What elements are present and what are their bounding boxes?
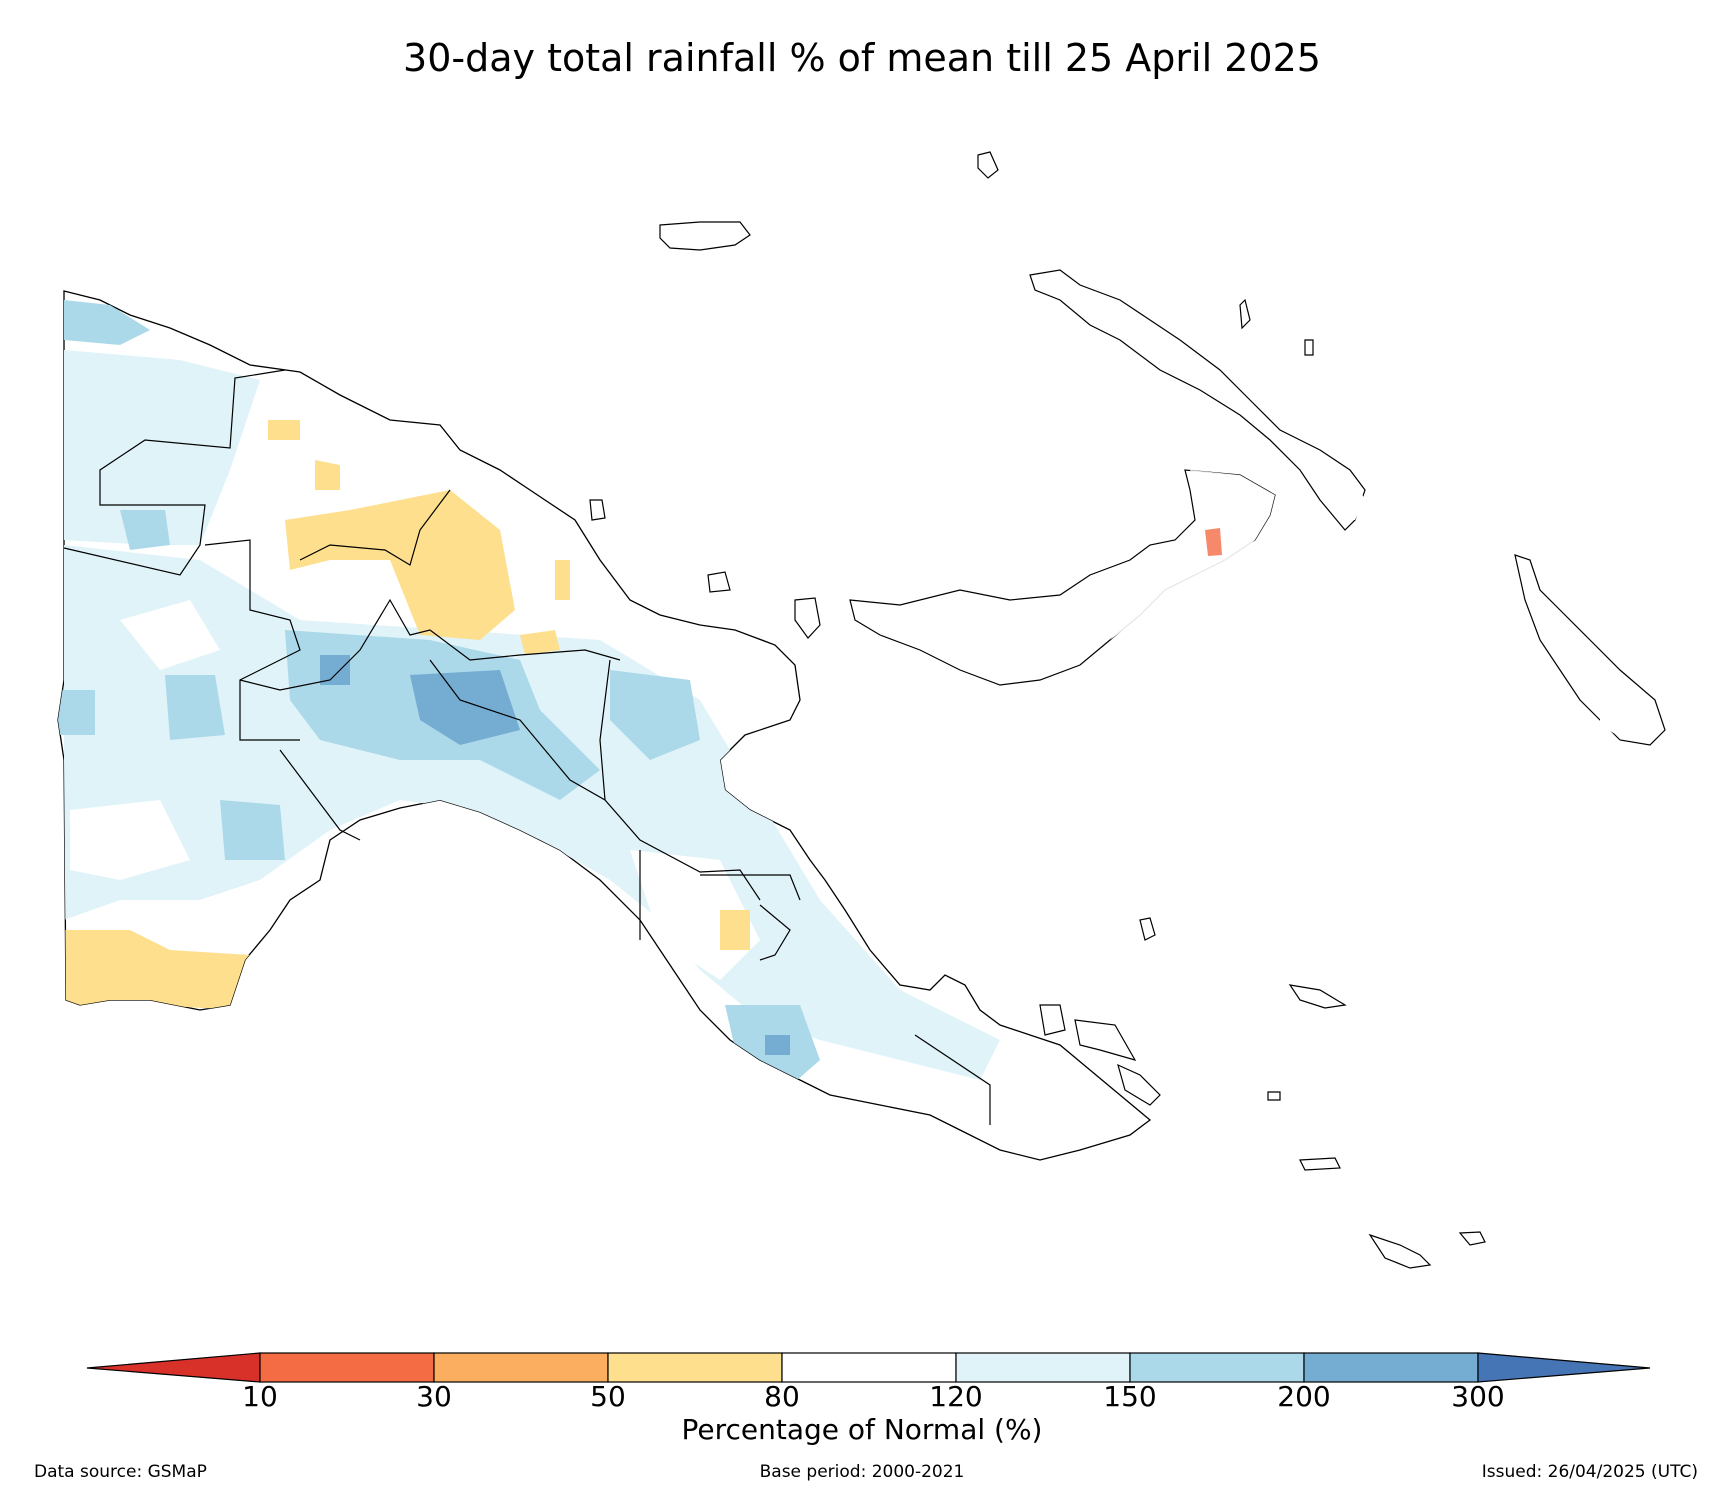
- base-period-note: Base period: 2000-2021: [759, 1462, 965, 1482]
- rainfall-patches: [58, 300, 1000, 1095]
- colorbar-tick-120: 120: [929, 1380, 983, 1413]
- bougainville: [1514, 554, 1666, 746]
- colorbar: [86, 1352, 1651, 1383]
- colorbar-bin-10-30: [259, 1352, 435, 1383]
- colorbar-bin-80-120: [781, 1352, 957, 1383]
- colorbar-bin-200-300: [1303, 1352, 1479, 1383]
- colorbar-tick-30: 30: [416, 1380, 452, 1413]
- colorbar-label: Percentage of Normal (%): [681, 1413, 1043, 1446]
- colorbar-tick-50: 50: [590, 1380, 626, 1413]
- colorbar-tick-80: 80: [764, 1380, 800, 1413]
- data-source-note: Data source: GSMaP: [34, 1462, 207, 1482]
- colorbar-bin-50-80: [607, 1352, 783, 1383]
- manus-island: [659, 221, 751, 251]
- map-title: 30-day total rainfall % of mean till 25 …: [403, 36, 1321, 80]
- issued-date-note: Issued: 26/04/2025 (UTC): [1481, 1462, 1698, 1482]
- colorbar-tick-150: 150: [1103, 1380, 1157, 1413]
- colorbar-bin-120-150: [955, 1352, 1131, 1383]
- colorbar-under-arrow: [86, 1352, 261, 1383]
- colorbar-tick-300: 300: [1451, 1380, 1505, 1413]
- colorbar-bin-150-200: [1129, 1352, 1305, 1383]
- colorbar-over-arrow: [1477, 1352, 1651, 1383]
- colorbar-tick-200: 200: [1277, 1380, 1331, 1413]
- small-islands: [589, 151, 1486, 1269]
- colorbar-bin-30-50: [433, 1352, 609, 1383]
- province-boundaries: [63, 369, 991, 1125]
- colorbar-tick-10: 10: [242, 1380, 278, 1413]
